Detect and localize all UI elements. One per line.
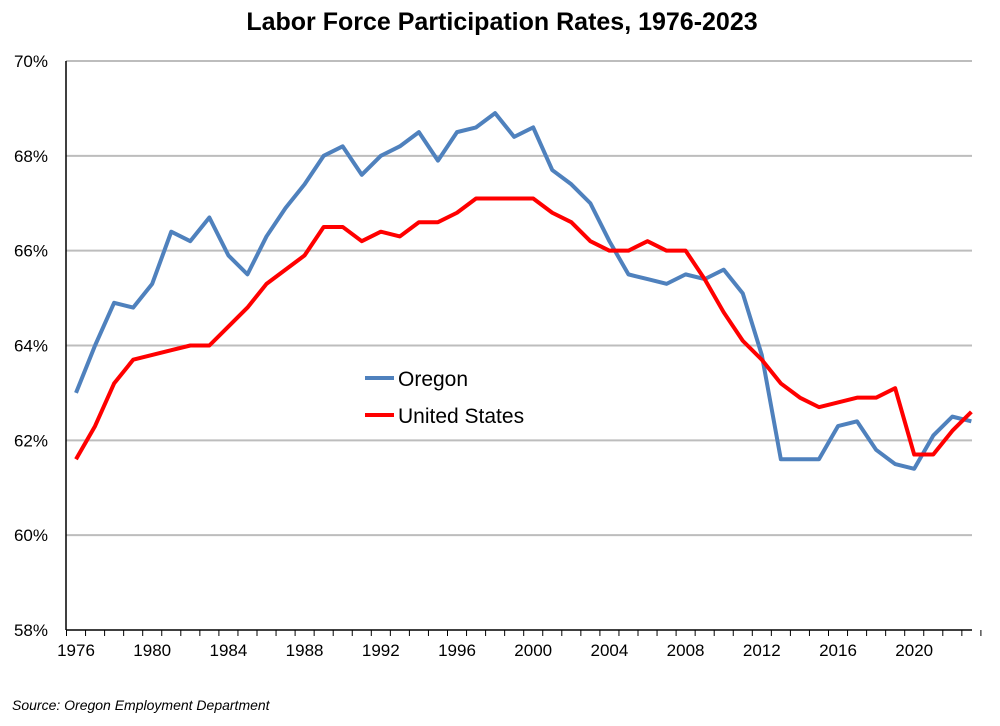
series-line-united-states (74, 196, 973, 461)
y-tick-label: 60% (14, 526, 48, 545)
legend: Oregon United States (365, 368, 524, 428)
source-note: Source: Oregon Employment Department (12, 697, 271, 713)
x-tick-label: 2012 (743, 641, 781, 660)
x-tick-label: 2016 (819, 641, 857, 660)
x-tick-label: 2008 (667, 641, 705, 660)
y-tick-label: 64% (14, 337, 48, 356)
series-line-oregon (74, 111, 972, 471)
y-tick-label: 70% (14, 52, 48, 71)
y-tick-label: 62% (14, 431, 48, 450)
x-tick-label: 1992 (362, 641, 400, 660)
y-tick-label: 68% (14, 147, 48, 166)
chart-title: Labor Force Participation Rates, 1976-20… (246, 8, 757, 36)
x-tick-label: 2000 (514, 641, 552, 660)
x-tick-label: 1984 (209, 641, 247, 660)
x-tick-label: 1996 (438, 641, 476, 660)
y-tick-label: 66% (14, 242, 48, 261)
x-tick-label: 2020 (895, 641, 933, 660)
legend-label-us: United States (398, 405, 524, 428)
y-tick-label: 58% (14, 621, 48, 640)
x-tick-label: 1988 (286, 641, 324, 660)
x-tick-label: 1980 (133, 641, 171, 660)
x-tick-label: 1976 (57, 641, 95, 660)
legend-label-oregon: Oregon (398, 368, 468, 391)
x-tick-label: 2004 (590, 641, 628, 660)
